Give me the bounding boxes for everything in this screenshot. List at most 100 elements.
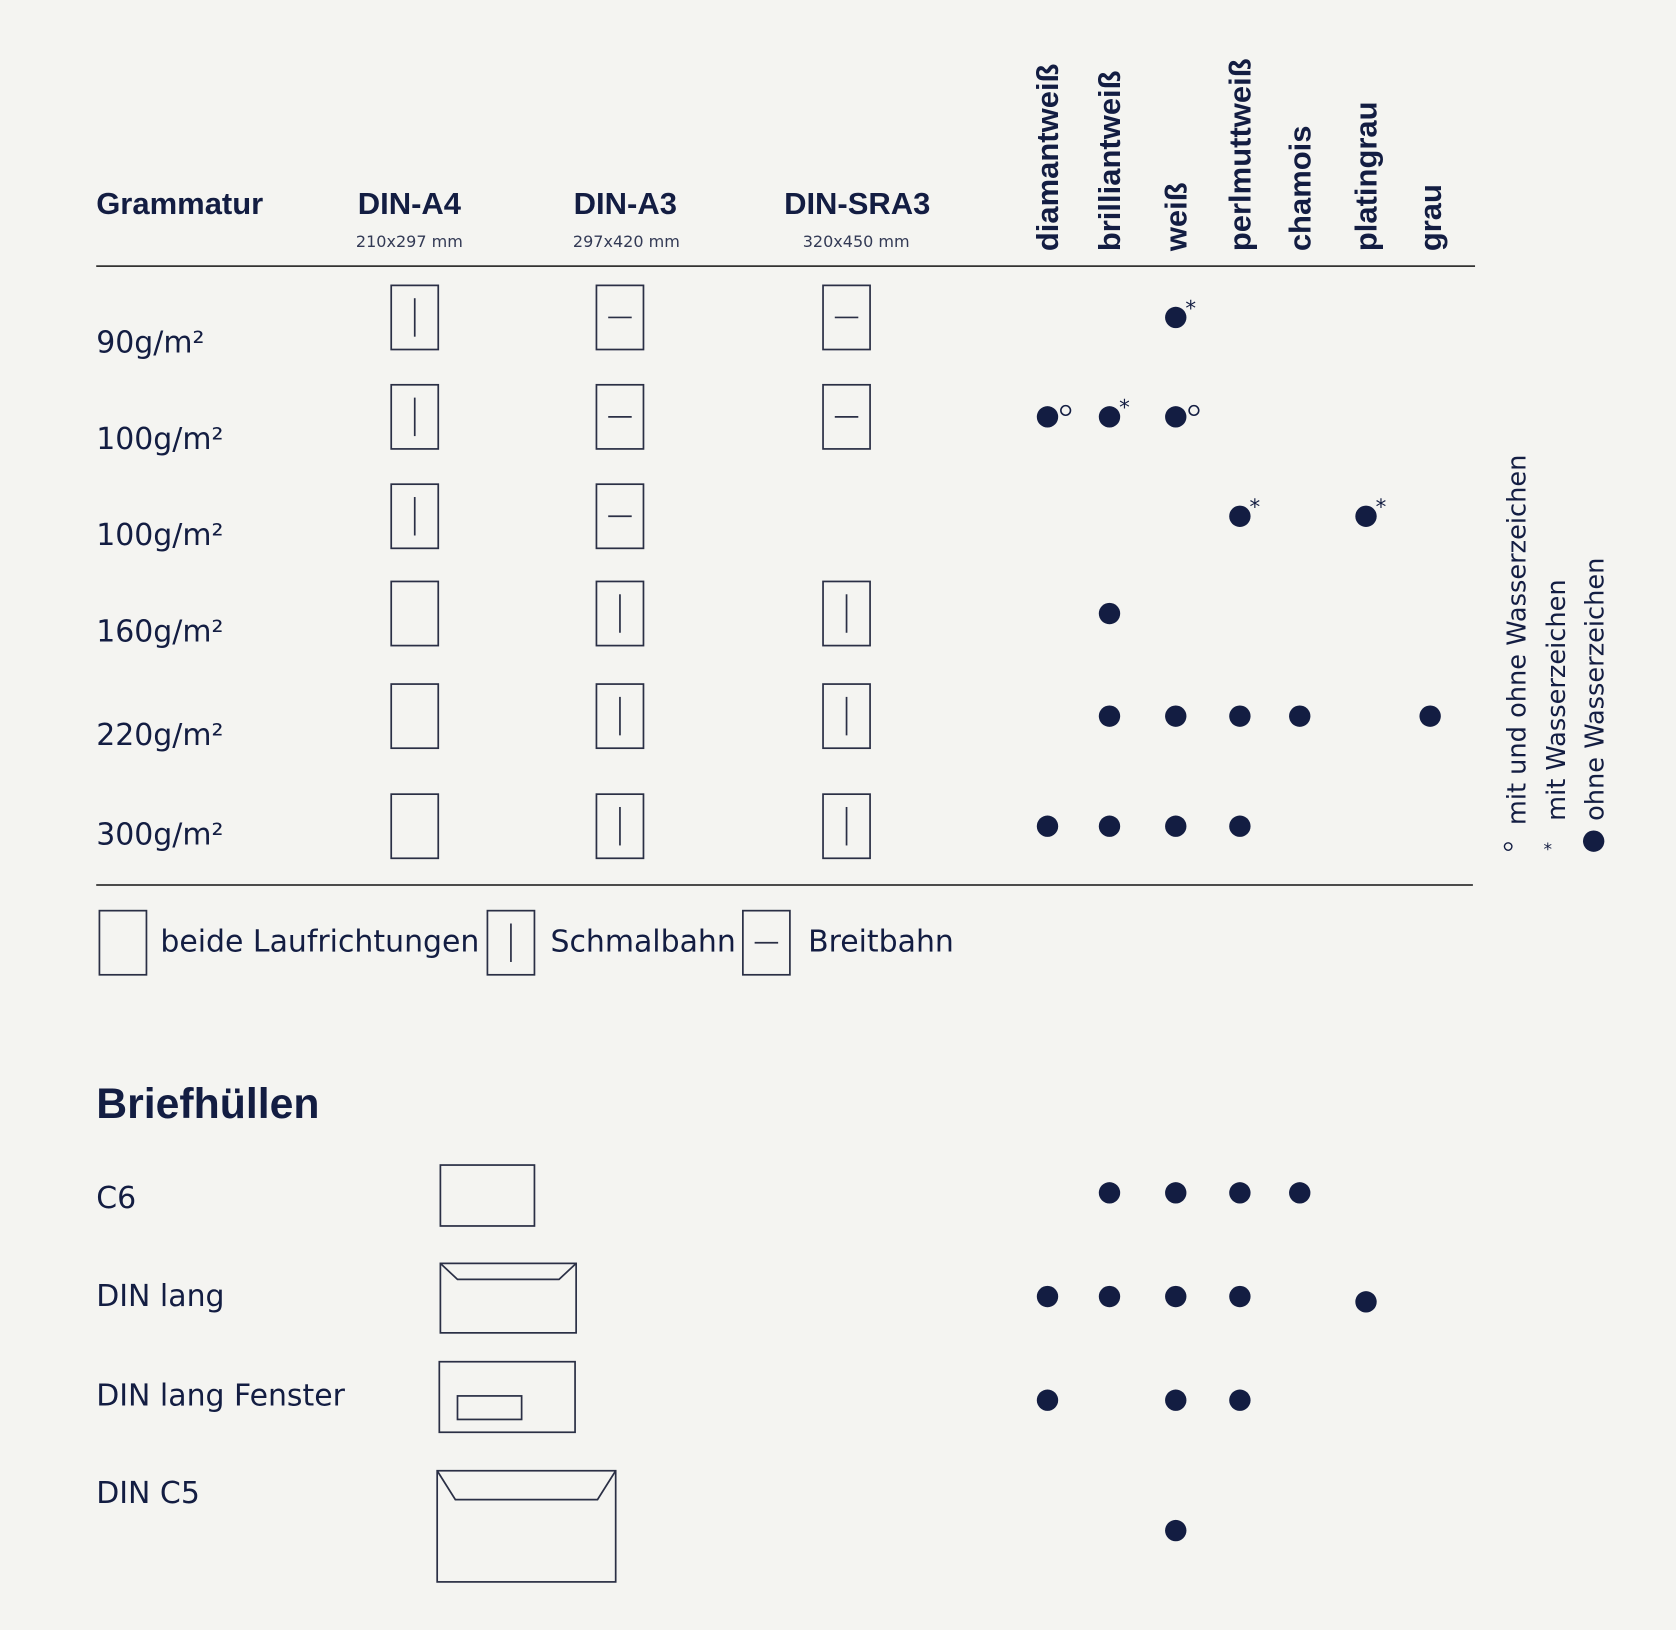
color-headers: diamantweiß brilliantweiß weiß perlmuttweiß… (1030, 58, 1448, 252)
envelope-rows: C6 DIN lang DIN lang Fenster DIN C5 (96, 1164, 1377, 1583)
envelope-flap (436, 1470, 617, 1501)
table-header: Grammatur DIN-A4 210x297 mm DIN-A3 297x4… (96, 186, 930, 251)
envelope-flap (439, 1262, 577, 1281)
grammage-label: 100g/m² (96, 518, 223, 553)
availability-dot (1165, 1182, 1187, 1204)
envelope-din-lang-icon (439, 1262, 577, 1334)
availability-dot (1036, 1389, 1059, 1411)
color-header-6: grau (1413, 184, 1448, 251)
legend-ring-label: mit und ohne Wasserzeichen (1502, 455, 1532, 826)
grain-breit-icon (742, 909, 791, 976)
dot-legend-icon (1582, 830, 1605, 852)
envelope-label: C6 (96, 1181, 136, 1216)
envelope-label: DIN C5 (96, 1476, 200, 1511)
availability-dot (1229, 1285, 1251, 1308)
format-size-a3: 297x420 mm (573, 232, 680, 251)
watermark-ring-icon (1188, 404, 1200, 417)
availability-dot (1165, 406, 1187, 428)
availability-dot (1289, 1182, 1311, 1204)
color-header-2: weiß (1158, 182, 1193, 252)
availability-dot (1229, 505, 1251, 527)
availability-dot (1165, 815, 1187, 837)
grain-schmal-icon (595, 580, 645, 647)
availability-dot (1419, 705, 1441, 727)
envelope-row: DIN lang (96, 1262, 1377, 1334)
format-size-sra3: 320x450 mm (803, 232, 910, 251)
envelope-c5-icon (436, 1469, 617, 1583)
legend-beide-label: beide Laufrichtungen (160, 924, 479, 959)
watermark-star-icon: * (1250, 495, 1261, 520)
watermark-ring-icon (1060, 404, 1072, 417)
grain-beide-icon (98, 909, 148, 976)
direction-legend: beide Laufrichtungen Schmalbahn Breitbahn (98, 909, 954, 976)
availability-dot (1098, 602, 1121, 625)
availability-dot (1229, 1182, 1251, 1204)
color-header-0: diamantweiß (1030, 63, 1065, 251)
grain-breit-icon (595, 284, 645, 351)
availability-dot (1098, 1285, 1121, 1308)
grammage-label: 100g/m² (96, 422, 223, 457)
availability-dot (1165, 1285, 1187, 1308)
grain-beide-icon (390, 793, 440, 860)
watermark-star-icon: * (1185, 296, 1196, 321)
availability-dot (1289, 705, 1311, 727)
availability-dot (1098, 1182, 1121, 1204)
format-size-a4: 210x297 mm (356, 232, 463, 251)
grain-beide-icon (390, 683, 440, 750)
color-header-5: platingrau (1349, 101, 1384, 251)
grammage-label: 160g/m² (96, 614, 223, 649)
envelope-label: DIN lang Fenster (96, 1379, 345, 1414)
availability-dot (1098, 406, 1121, 428)
table-rows: 90g/m² * 100g/m² * 100g/m² * * 160g/m² 220g/m² 30… (96, 284, 1441, 860)
star-legend-icon: * (1543, 840, 1552, 860)
grain-schmal-icon (822, 580, 871, 647)
envelopes-title: Briefhüllen (96, 1080, 319, 1128)
envelope-window (456, 1395, 523, 1421)
grain-schmal-icon (390, 383, 440, 450)
availability-dot (1036, 815, 1059, 837)
grain-schmal-icon (486, 909, 536, 976)
grain-schmal-icon (390, 483, 440, 550)
availability-dot (1098, 705, 1121, 727)
availability-dot (1165, 1389, 1187, 1411)
grammage-label: 300g/m² (96, 817, 223, 852)
availability-dot (1355, 1291, 1377, 1313)
legend-schmal-label: Schmalbahn (550, 924, 735, 959)
availability-dot (1098, 815, 1121, 837)
table-row: 160g/m² (96, 580, 1121, 649)
table-row: 100g/m² * * (96, 483, 1387, 553)
envelope-row: DIN C5 (96, 1469, 1187, 1583)
grammage-label: 90g/m² (96, 326, 204, 361)
grain-breit-icon (822, 284, 871, 351)
envelope-row: DIN lang Fenster (96, 1360, 1251, 1434)
grammage-label: 220g/m² (96, 718, 223, 753)
grain-breit-icon (595, 383, 645, 450)
availability-dot (1229, 705, 1251, 727)
legend-dot-label: ohne Wasserzeichen (1580, 558, 1610, 821)
availability-dot (1229, 815, 1251, 837)
availability-dot (1165, 306, 1187, 329)
grain-schmal-icon (390, 284, 440, 351)
envelope-c6-icon (439, 1164, 536, 1227)
availability-dot (1036, 406, 1059, 428)
grain-schmal-icon (822, 683, 871, 750)
grain-schmal-icon (822, 793, 871, 860)
table-row: 90g/m² * (96, 284, 1196, 361)
grain-breit-icon (822, 383, 871, 450)
mark-legend: mit und ohne Wasserzeichen * mit Wasserzei… (1502, 455, 1610, 860)
table-row: 220g/m² (96, 683, 1441, 753)
grain-schmal-icon (595, 793, 645, 860)
grain-breit-icon (595, 483, 645, 550)
color-header-1: brilliantweiß (1092, 70, 1127, 251)
color-header-4: chamois (1282, 125, 1317, 251)
legend-breit-label: Breitbahn (808, 924, 954, 959)
format-header-sra3: DIN-SRA3 (784, 186, 930, 221)
table-row: 300g/m² (96, 793, 1251, 860)
availability-dot (1355, 505, 1377, 527)
envelope-window-icon (438, 1360, 576, 1434)
availability-dot (1165, 705, 1187, 727)
availability-dot (1229, 1389, 1251, 1411)
envelope-row: C6 (96, 1164, 1311, 1227)
grain-schmal-icon (595, 683, 645, 750)
